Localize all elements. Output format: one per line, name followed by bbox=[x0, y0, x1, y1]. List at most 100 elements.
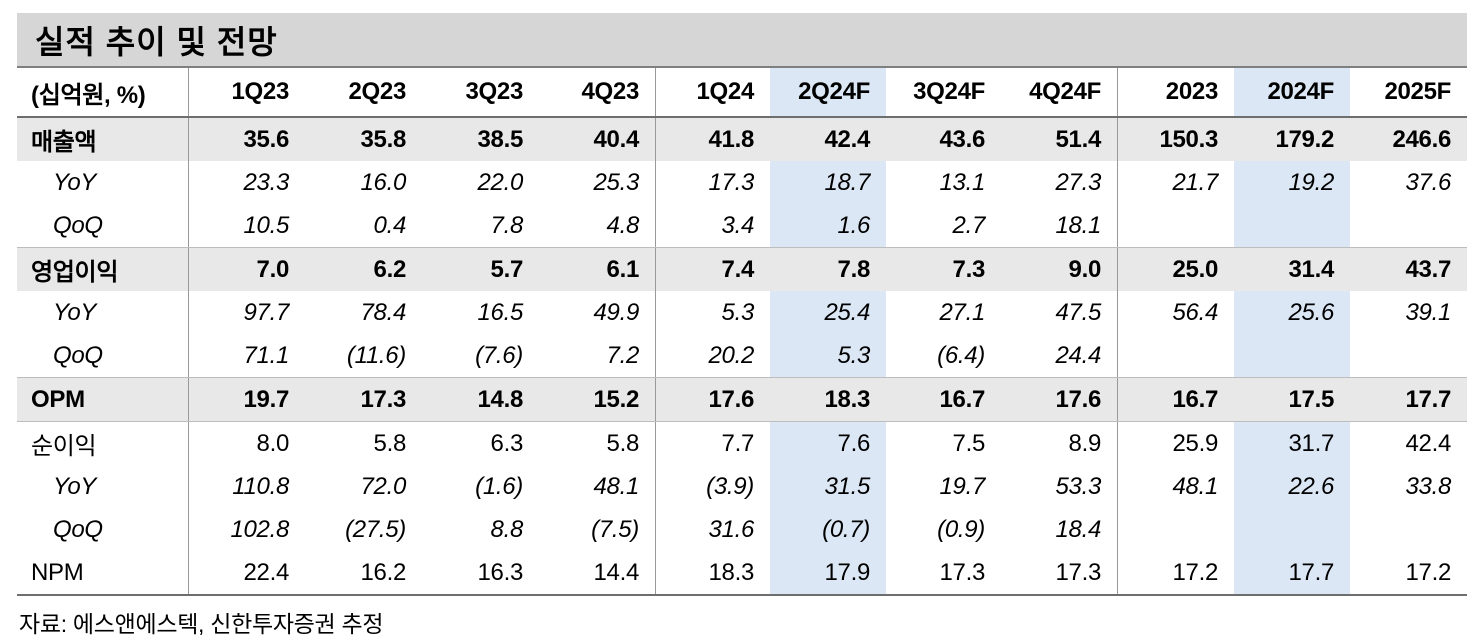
data-cell: 16.2 bbox=[360, 558, 406, 586]
data-cell: 5.3 bbox=[770, 334, 886, 377]
data-cell: 31.5 bbox=[770, 465, 886, 508]
row-label: OPM bbox=[31, 385, 85, 413]
title-band: 실적 추이 및 전망 bbox=[17, 13, 1467, 68]
table-row: QoQ 71.1 (11.6) (7.6) 7.2 20.2 5.3 (6.4) 24.4 bbox=[17, 334, 1467, 377]
data-cell: (11.6) bbox=[346, 341, 406, 369]
data-cell: 6.2 bbox=[373, 255, 407, 283]
data-cell: (0.7) bbox=[770, 508, 886, 551]
data-cell: 40.4 bbox=[593, 125, 639, 153]
data-cell: 33.8 bbox=[1405, 472, 1451, 500]
data-cell: 16.5 bbox=[477, 298, 523, 326]
column-header-2q23: 2Q23 bbox=[348, 78, 406, 105]
data-cell: 2.7 bbox=[952, 211, 986, 239]
data-cell: 25.6 bbox=[1234, 291, 1350, 334]
data-cell: 9.0 bbox=[1068, 255, 1102, 283]
data-cell: 27.1 bbox=[939, 298, 985, 326]
data-cell: 17.3 bbox=[655, 161, 770, 204]
data-cell: 16.7 bbox=[1117, 378, 1234, 421]
table-row: 매출액 35.6 35.8 38.5 40.4 41.8 42.4 43.6 51.4 150.3… bbox=[17, 118, 1467, 161]
data-cell bbox=[1350, 334, 1467, 377]
data-cell: 5.3 bbox=[655, 291, 770, 334]
data-cell: 35.6 bbox=[188, 118, 305, 161]
row-label: YoY bbox=[53, 168, 97, 196]
data-cell: 18.4 bbox=[1055, 515, 1101, 543]
data-cell: 41.8 bbox=[655, 118, 770, 161]
table-header-row: (십억원, %) 1Q23 2Q23 3Q23 4Q23 1Q24 2Q24F 3Q24F 4Q… bbox=[17, 68, 1467, 118]
data-cell: 48.1 bbox=[1117, 465, 1234, 508]
data-cell: 3.4 bbox=[655, 204, 770, 247]
data-cell: (0.9) bbox=[937, 515, 985, 543]
data-cell: 18.3 bbox=[824, 385, 870, 413]
data-cell: 27.3 bbox=[1055, 168, 1101, 196]
data-cell: 13.1 bbox=[939, 168, 985, 196]
data-cell: 38.5 bbox=[477, 125, 523, 153]
data-cell: 72.0 bbox=[360, 472, 406, 500]
data-cell: 14.4 bbox=[593, 558, 639, 586]
data-cell: 31.6 bbox=[655, 508, 770, 551]
data-cell: 7.0 bbox=[188, 248, 305, 291]
data-cell: 10.5 bbox=[188, 204, 305, 247]
data-cell: 6.3 bbox=[490, 429, 524, 457]
table-row: 영업이익 7.0 6.2 5.7 6.1 7.4 7.8 7.3 9.0 25.0 31.4 43.7 bbox=[17, 247, 1467, 291]
data-cell: 53.3 bbox=[1055, 472, 1101, 500]
data-cell: 7.6 bbox=[770, 422, 886, 465]
data-cell: 25.3 bbox=[593, 168, 639, 196]
data-cell: 71.1 bbox=[188, 334, 305, 377]
data-cell: 25.9 bbox=[1117, 422, 1234, 465]
data-cell: 0.4 bbox=[373, 211, 407, 239]
data-cell bbox=[1234, 508, 1350, 551]
data-cell: 4.8 bbox=[606, 211, 640, 239]
report-sheet: 실적 추이 및 전망 (십억원, %) 1Q23 2Q23 3Q23 4Q23 1Q24 2… bbox=[17, 13, 1467, 639]
data-cell: 16.7 bbox=[939, 385, 985, 413]
table-row: OPM 19.7 17.3 14.8 15.2 17.6 18.3 16.7 17.6 16.7 1… bbox=[17, 377, 1467, 421]
data-cell: 56.4 bbox=[1117, 291, 1234, 334]
data-cell bbox=[1350, 508, 1467, 551]
source-note: 자료: 에스앤에스텍, 신한투자증권 추정 bbox=[19, 611, 384, 637]
column-header-3q23: 3Q23 bbox=[465, 78, 523, 105]
data-cell: 31.7 bbox=[1234, 422, 1350, 465]
data-cell: 18.1 bbox=[1055, 211, 1101, 239]
data-cell: 246.6 bbox=[1392, 125, 1451, 153]
data-cell: 22.0 bbox=[477, 168, 523, 196]
data-cell: 7.5 bbox=[952, 429, 986, 457]
data-cell: 18.7 bbox=[770, 161, 886, 204]
data-cell: 25.4 bbox=[770, 291, 886, 334]
data-cell bbox=[1234, 204, 1350, 247]
row-label: 순이익 bbox=[31, 433, 97, 460]
data-cell: 42.4 bbox=[1405, 429, 1451, 457]
data-cell: 78.4 bbox=[360, 298, 406, 326]
data-cell bbox=[1117, 334, 1234, 377]
data-cell: 110.8 bbox=[188, 465, 305, 508]
data-cell: 17.6 bbox=[1055, 385, 1101, 413]
table-row: 순이익 8.0 5.8 6.3 5.8 7.7 7.6 7.5 8.9 25.9 31.7 42.4 bbox=[17, 421, 1467, 465]
data-cell: 97.7 bbox=[188, 291, 305, 334]
data-cell: 47.5 bbox=[1055, 298, 1101, 326]
column-header-2025f: 2025F bbox=[1384, 78, 1451, 105]
data-cell: 17.5 bbox=[1288, 385, 1334, 413]
data-cell: 49.9 bbox=[593, 298, 639, 326]
data-cell: 17.3 bbox=[1055, 558, 1101, 586]
data-cell: 6.1 bbox=[606, 255, 640, 283]
data-cell: (7.5) bbox=[591, 515, 639, 543]
table-row: QoQ 10.5 0.4 7.8 4.8 3.4 1.6 2.7 18.1 bbox=[17, 204, 1467, 247]
table-row: YoY 110.8 72.0 (1.6) 48.1 (3.9) 31.5 19.7 53.3 48… bbox=[17, 465, 1467, 508]
data-cell: 17.9 bbox=[770, 551, 886, 594]
data-cell: 17.7 bbox=[1405, 385, 1451, 413]
row-label: QoQ bbox=[53, 211, 103, 239]
data-cell bbox=[1350, 204, 1467, 247]
row-label: 매출액 bbox=[31, 129, 97, 156]
row-label: YoY bbox=[53, 472, 97, 500]
data-cell: (7.6) bbox=[475, 341, 523, 369]
data-cell: 42.4 bbox=[824, 125, 870, 153]
data-cell bbox=[1117, 508, 1234, 551]
data-cell: 24.4 bbox=[1055, 341, 1101, 369]
data-cell bbox=[1117, 204, 1234, 247]
data-cell: 43.7 bbox=[1405, 255, 1451, 283]
data-cell: (6.4) bbox=[937, 341, 985, 369]
column-header-4q23: 4Q23 bbox=[581, 78, 639, 105]
data-cell bbox=[1234, 334, 1350, 377]
data-cell: 17.3 bbox=[939, 558, 985, 586]
data-cell: 17.2 bbox=[1405, 558, 1451, 586]
data-cell: 7.2 bbox=[606, 341, 640, 369]
data-cell: 19.7 bbox=[939, 472, 985, 500]
